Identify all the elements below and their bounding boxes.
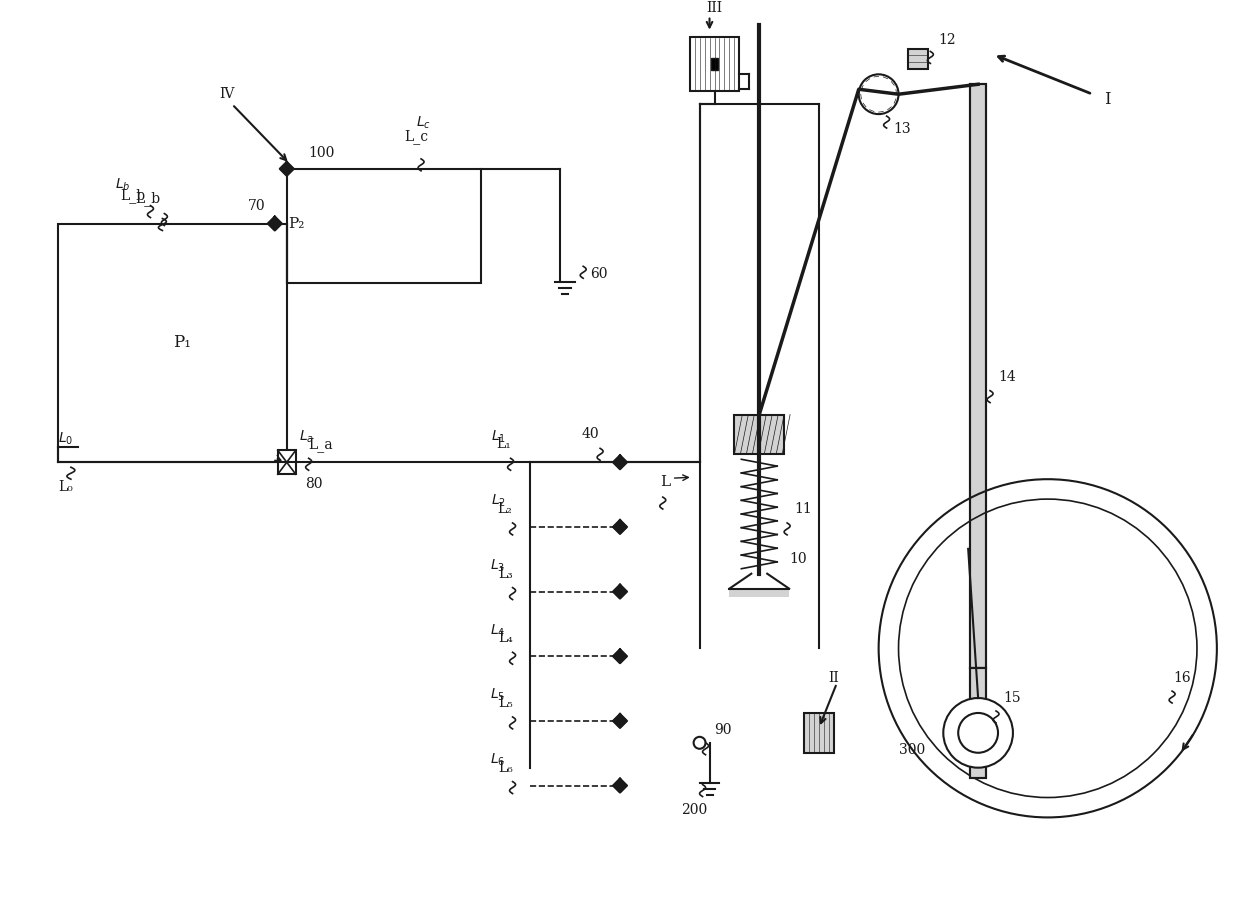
Text: L₃: L₃	[497, 567, 512, 580]
Bar	[970, 84, 986, 668]
Text: L₁: L₁	[496, 438, 511, 451]
Text: P₂: P₂	[289, 216, 305, 231]
Text: II: II	[828, 671, 839, 685]
Bar	[58, 223, 286, 462]
Text: L₆: L₆	[497, 761, 512, 775]
Polygon shape	[280, 161, 294, 176]
Bar	[734, 414, 784, 454]
Text: $L_a$: $L_a$	[299, 429, 314, 445]
Text: L₂: L₂	[497, 502, 512, 516]
Bar	[909, 49, 929, 69]
Text: $L_0$: $L_0$	[58, 431, 73, 447]
Text: 200: 200	[682, 804, 708, 817]
Text: 60: 60	[590, 267, 608, 282]
Text: $L_6$: $L_6$	[490, 752, 506, 768]
Text: L₄: L₄	[497, 631, 512, 645]
Polygon shape	[613, 585, 627, 598]
Text: $L_c$: $L_c$	[417, 115, 432, 132]
Text: III: III	[707, 1, 723, 14]
Text: $L_1$: $L_1$	[491, 429, 506, 445]
Bar	[970, 84, 986, 668]
Text: L: L	[660, 475, 670, 489]
Text: I: I	[1104, 91, 1111, 108]
Text: 90: 90	[714, 723, 732, 736]
Text: L₀: L₀	[58, 480, 73, 494]
Bar	[286, 169, 481, 283]
Text: L_c: L_c	[404, 129, 428, 144]
Text: 11: 11	[794, 502, 812, 516]
Polygon shape	[613, 649, 627, 663]
Bar	[804, 713, 833, 753]
Text: 10: 10	[789, 552, 807, 566]
Text: 14: 14	[998, 370, 1016, 384]
Text: 15: 15	[1003, 691, 1021, 705]
Text: L_a: L_a	[309, 437, 334, 452]
Circle shape	[944, 698, 1013, 768]
Text: L_b: L_b	[135, 191, 160, 206]
Circle shape	[859, 74, 899, 114]
Text: 16: 16	[1173, 671, 1190, 685]
Text: IV: IV	[219, 87, 234, 101]
Bar	[970, 668, 986, 778]
Text: 70: 70	[248, 198, 265, 213]
Text: 100: 100	[309, 146, 335, 160]
Polygon shape	[613, 456, 627, 469]
Bar	[711, 58, 718, 70]
Text: $L_2$: $L_2$	[491, 493, 506, 509]
Polygon shape	[613, 779, 627, 793]
Circle shape	[693, 736, 706, 749]
Bar	[278, 450, 295, 475]
Text: L_b: L_b	[120, 188, 145, 203]
Text: 40: 40	[582, 428, 599, 441]
Text: 13: 13	[894, 122, 911, 136]
Text: $L_b$: $L_b$	[115, 177, 130, 193]
Polygon shape	[613, 520, 627, 534]
Bar	[970, 668, 986, 778]
Text: 12: 12	[939, 32, 956, 47]
Text: $L_3$: $L_3$	[491, 558, 506, 574]
Text: $L_5$: $L_5$	[491, 687, 506, 703]
Text: 300: 300	[899, 743, 925, 757]
Circle shape	[959, 713, 998, 753]
Polygon shape	[613, 714, 627, 727]
Text: 80: 80	[305, 477, 322, 492]
Text: $L_4$: $L_4$	[490, 623, 506, 639]
Polygon shape	[268, 216, 281, 231]
Bar	[689, 37, 739, 91]
Text: L₅: L₅	[497, 696, 512, 710]
Text: P₁: P₁	[174, 335, 191, 352]
